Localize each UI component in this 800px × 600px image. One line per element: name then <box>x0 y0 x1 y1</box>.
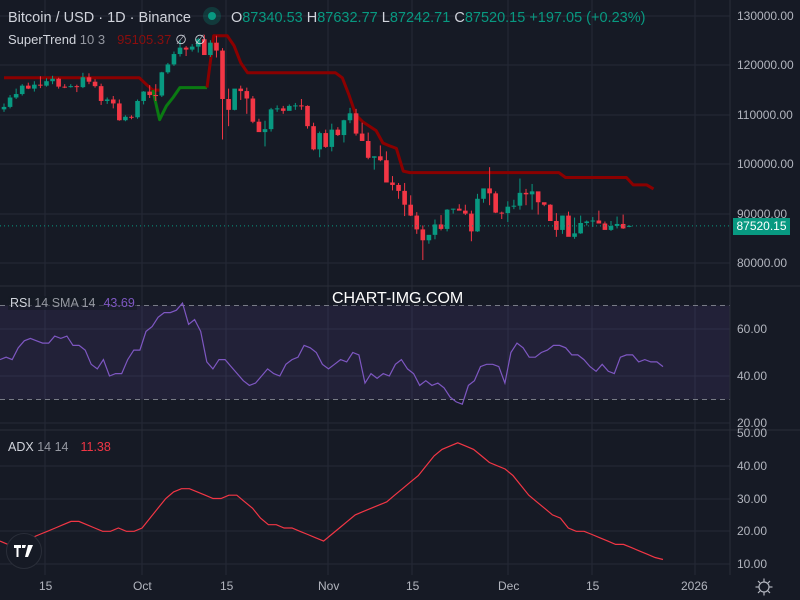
adx-line <box>0 442 664 561</box>
price-tick: 90000.00 <box>737 207 788 221</box>
high-value: 87632.77 <box>317 10 378 26</box>
ohlc-values: O87340.53 H87632.77 L87242.71 C87520.15 … <box>231 10 645 26</box>
time-tick: 2026 <box>681 579 708 593</box>
supertrend-legend[interactable]: SuperTrend 10 3 95105.37 ∅ ∅ <box>8 32 206 48</box>
adx-tick: 40.00 <box>737 459 768 473</box>
price-tick: 80000.00 <box>737 256 788 270</box>
time-tick: Dec <box>498 579 520 593</box>
close-value: 87520.15 <box>464 10 526 26</box>
tradingview-logo-icon <box>14 545 33 557</box>
low-label: L <box>381 10 390 26</box>
open-label: O <box>230 10 243 26</box>
price-tick: 110000.00 <box>737 108 793 122</box>
time-tick: Oct <box>133 579 152 593</box>
adx-tick: 20.00 <box>737 524 768 538</box>
supertrend-up-value: ∅ <box>175 32 187 47</box>
adx-tick: 50.00 <box>737 426 768 440</box>
adx-name: ADX <box>8 440 34 454</box>
adx-params: 14 14 <box>37 440 69 454</box>
time-tick: Nov <box>318 579 340 593</box>
market-status-icon <box>202 7 221 25</box>
price-tick: 130000.00 <box>737 9 794 23</box>
settings-gear-icon[interactable] <box>755 578 773 596</box>
rsi-legend[interactable]: RSI 14 SMA 14 43.69 <box>8 296 137 310</box>
rsi-value: 43.69 <box>103 296 135 310</box>
time-tick: 15 <box>406 579 420 593</box>
supertrend-name: SuperTrend <box>8 32 77 47</box>
pane-separators <box>0 0 800 575</box>
rsi-name: RSI <box>10 296 31 310</box>
change-value: +197.05 (+0.23%) <box>529 10 646 26</box>
tradingview-logo[interactable] <box>6 533 42 569</box>
low-value: 87242.71 <box>389 10 451 26</box>
adx-tick: 30.00 <box>737 492 768 506</box>
open-value: 87340.53 <box>242 10 303 26</box>
last-price-tag: 87520.15 <box>733 218 790 235</box>
supertrend-params: 10 3 <box>79 32 106 47</box>
rsi-band <box>0 305 730 400</box>
high-label: H <box>306 10 318 26</box>
adx-legend[interactable]: ADX 14 14 11.38 <box>8 440 111 454</box>
supertrend-value: 95105.37 <box>117 32 172 47</box>
supertrend-down-value: ∅ <box>194 32 206 47</box>
rsi-tick: 20.00 <box>737 416 768 430</box>
close-label: C <box>454 10 465 26</box>
adx-value: 11.38 <box>80 440 111 454</box>
price-tick: 100000.00 <box>737 157 794 171</box>
time-tick: 15 <box>39 579 53 593</box>
rsi-params: 14 SMA 14 <box>34 296 96 310</box>
watermark: CHART-IMG.COM <box>332 290 464 307</box>
time-tick: 15 <box>220 579 234 593</box>
rsi-tick: 40.00 <box>737 369 768 383</box>
rsi-tick: 60.00 <box>737 322 768 336</box>
candlestick-series <box>0 34 730 261</box>
adx-tick: 10.00 <box>737 557 768 571</box>
time-tick: 15 <box>586 579 600 593</box>
grid-lines <box>0 0 730 575</box>
symbol-legend: Bitcoin / USD · 1D · Binance O87340.53 H8… <box>8 7 645 26</box>
symbol-title[interactable]: Bitcoin / USD · 1D · Binance <box>8 10 191 26</box>
price-tick: 120000.00 <box>737 58 794 72</box>
supertrend-line <box>4 34 655 191</box>
rsi-line <box>0 301 664 405</box>
